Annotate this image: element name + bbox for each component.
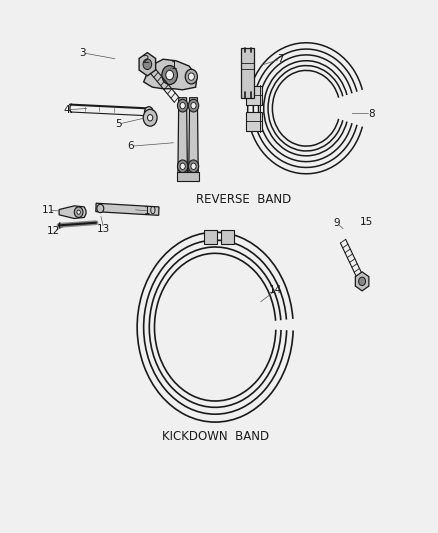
Polygon shape — [59, 206, 86, 219]
Text: 15: 15 — [360, 217, 373, 227]
Text: 9: 9 — [332, 217, 339, 228]
Circle shape — [77, 210, 80, 214]
Text: 10: 10 — [143, 206, 156, 216]
Text: 8: 8 — [367, 109, 374, 118]
Polygon shape — [188, 98, 198, 174]
Circle shape — [191, 102, 196, 109]
Circle shape — [144, 107, 153, 117]
Circle shape — [143, 59, 152, 69]
Text: 4: 4 — [64, 105, 70, 115]
Bar — [221, 230, 234, 244]
Circle shape — [177, 99, 187, 112]
Text: 13: 13 — [97, 223, 110, 233]
Text: 1: 1 — [170, 61, 177, 71]
Text: 5: 5 — [115, 119, 121, 129]
Bar — [245, 86, 261, 104]
Text: 12: 12 — [47, 226, 60, 236]
Polygon shape — [177, 98, 187, 174]
Text: 6: 6 — [127, 141, 134, 151]
Circle shape — [143, 109, 157, 126]
Text: 3: 3 — [79, 48, 86, 58]
Text: 14: 14 — [268, 285, 282, 295]
Circle shape — [188, 160, 198, 173]
Circle shape — [74, 207, 83, 217]
Circle shape — [97, 204, 103, 213]
Circle shape — [147, 115, 152, 121]
Circle shape — [177, 160, 187, 173]
Text: 2: 2 — [142, 55, 149, 64]
Polygon shape — [95, 203, 159, 215]
Polygon shape — [143, 59, 197, 90]
Bar — [203, 230, 216, 244]
Circle shape — [180, 163, 185, 169]
Text: 7: 7 — [276, 54, 283, 64]
Circle shape — [188, 73, 194, 80]
Text: 11: 11 — [42, 205, 55, 215]
Circle shape — [166, 70, 173, 80]
Circle shape — [358, 277, 365, 286]
Polygon shape — [354, 272, 368, 291]
Circle shape — [191, 163, 196, 169]
Circle shape — [180, 102, 185, 109]
Bar — [177, 172, 199, 181]
Bar — [240, 47, 254, 98]
Polygon shape — [139, 53, 155, 76]
Text: KICKDOWN  BAND: KICKDOWN BAND — [161, 430, 268, 443]
Text: REVERSE  BAND: REVERSE BAND — [195, 193, 290, 206]
Circle shape — [188, 99, 198, 112]
Circle shape — [162, 66, 177, 85]
Circle shape — [185, 69, 197, 84]
Bar — [245, 112, 261, 131]
